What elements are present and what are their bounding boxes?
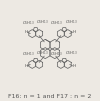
Text: $C_6H_{13}$: $C_6H_{13}$ — [50, 50, 63, 58]
Text: H: H — [25, 64, 28, 68]
Text: $C_6H_{13}$: $C_6H_{13}$ — [22, 19, 34, 27]
Text: H: H — [72, 30, 75, 34]
Text: H: H — [25, 30, 28, 34]
Text: F16: n = 1 and F17 : n = 2: F16: n = 1 and F17 : n = 2 — [8, 94, 92, 98]
Text: H: H — [72, 64, 75, 68]
Text: $C_6H_{13}$: $C_6H_{13}$ — [22, 50, 34, 58]
Text: $C_6H_{13}$: $C_6H_{13}$ — [36, 49, 49, 57]
Text: $C_6H_{13}$: $C_6H_{13}$ — [50, 19, 63, 27]
Text: $C_6H_{13}$: $C_6H_{13}$ — [36, 18, 49, 26]
Text: $C_6H_{13}$: $C_6H_{13}$ — [65, 49, 78, 57]
Text: $C_6H_{13}$: $C_6H_{13}$ — [65, 18, 78, 26]
